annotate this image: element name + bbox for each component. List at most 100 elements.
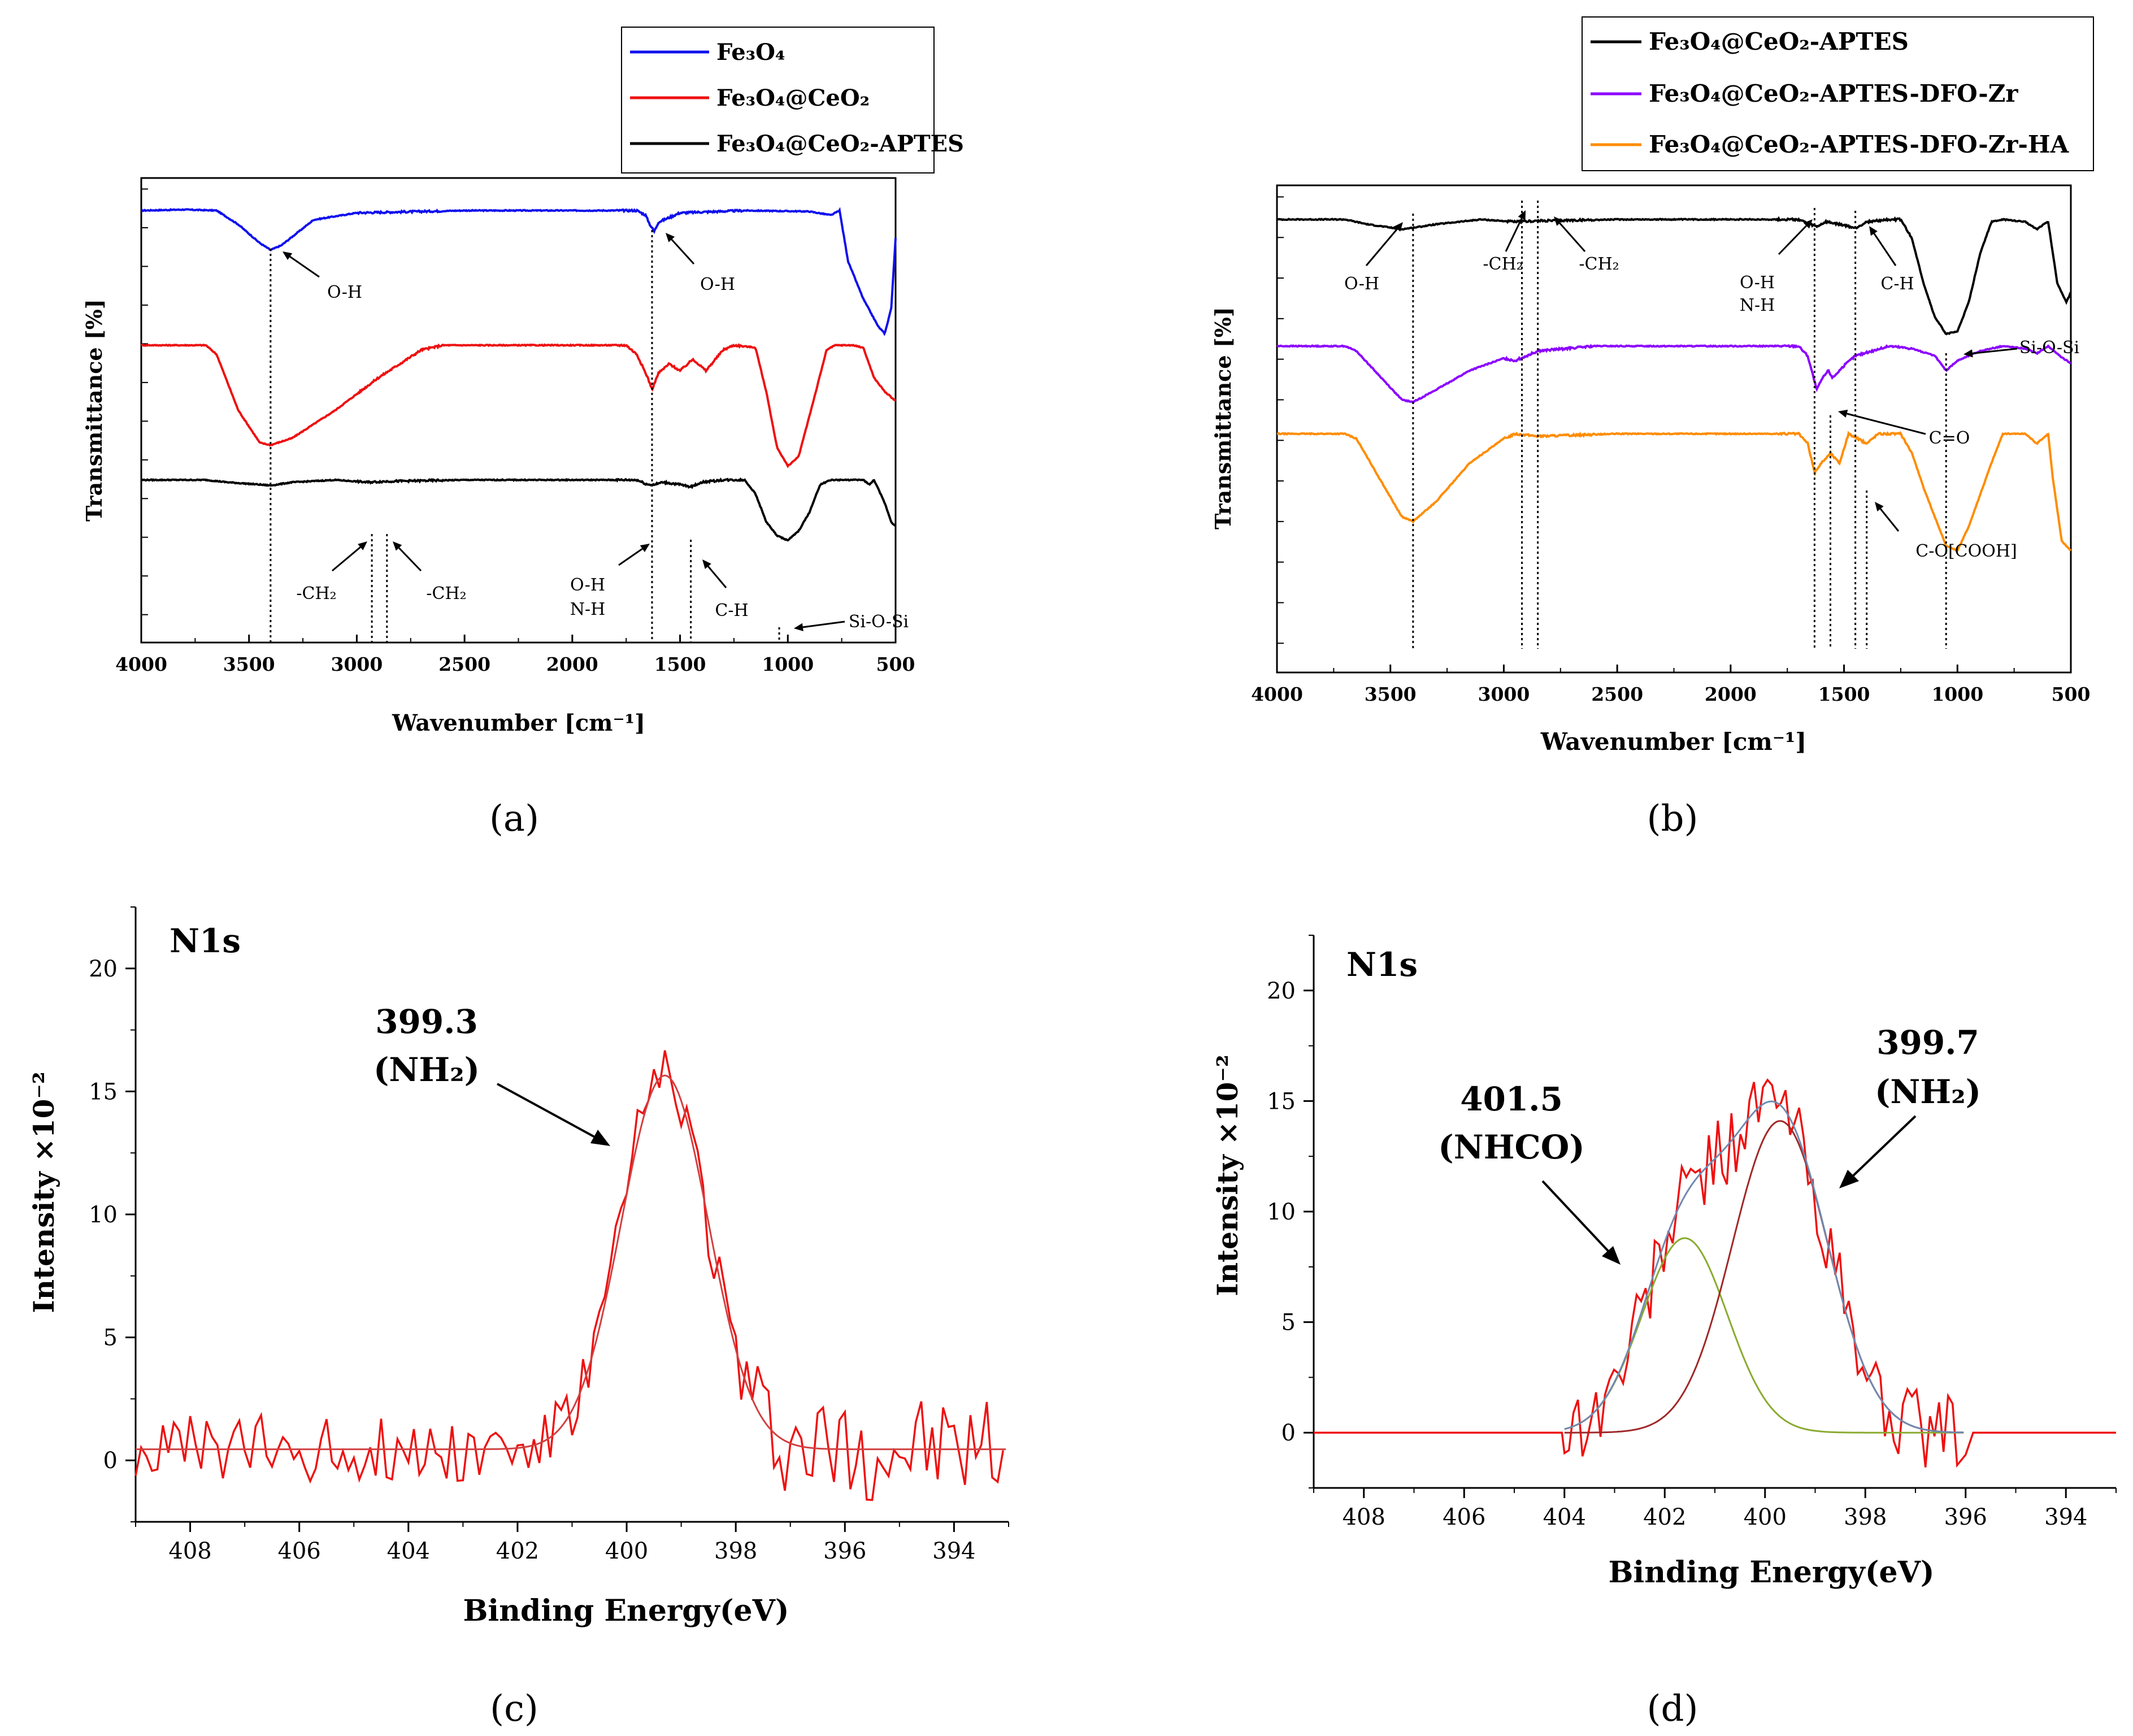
panel-b-xtick-label-2: 3000 — [1478, 683, 1530, 705]
panel-b-x-ticks: 4000 3500 3000 2500 2000 1500 1000 500 — [1251, 196, 2091, 705]
panel-a-xtick-label-2: 3000 — [331, 653, 383, 675]
panel-b-label: (b) — [1647, 798, 1698, 840]
panel-a-series — [140, 207, 897, 542]
panel-d-xtick-label-3: 402 — [1643, 1504, 1686, 1530]
panel-a-annot-oh-2: O-H — [700, 275, 735, 294]
panel-b-arrow-sio — [1963, 348, 2018, 358]
panel-a-y-axis-label: Transmittance [%] — [81, 299, 107, 522]
panel-b-series-2 — [1276, 431, 2072, 553]
panel-d-peak1-arrow — [1541, 1180, 1621, 1265]
panel-b-legend-box — [1582, 16, 2094, 171]
panel-b-xtick-label-3: 2500 — [1591, 683, 1643, 705]
panel-a-series-1 — [140, 343, 896, 468]
panel-a-xtick-label-6: 1000 — [762, 653, 814, 675]
panel-d-peak2-assignment: (NH₂) — [1875, 1073, 1981, 1111]
panel-b-legend: Fe₃O₄@CeO₂-APTES Fe₃O₄@CeO₂-APTES-DFO-Zr… — [1582, 16, 2094, 171]
panel-c-x-axis-label: Binding Energy(eV) — [463, 1594, 789, 1628]
panel-b-xtick-label-6: 1000 — [1931, 683, 1983, 705]
panel-c-xtick-label-1: 406 — [278, 1538, 321, 1564]
panel-d-ytick-label-3: 15 — [1267, 1088, 1296, 1114]
panel-b-arrow-ch2-1 — [1505, 210, 1526, 252]
panel-d-n1s-label: N1s — [1346, 945, 1418, 984]
panel-a-arrow-ch2-2 — [393, 541, 422, 572]
panel-b-arrow-ch — [1869, 226, 1897, 266]
panel-c-fit-curve — [136, 1074, 1006, 1451]
panel-a-ftir-chart: 4000 3500 3000 2500 2000 1500 1000 500 O-H O-H -C… — [81, 27, 964, 840]
panel-d-component-nh2 — [1564, 1120, 1964, 1434]
panel-d-xtick-label-5: 398 — [1844, 1504, 1887, 1530]
panel-c-peak-value: 399.3 — [375, 1002, 478, 1041]
panel-d-xtick-label-1: 406 — [1443, 1504, 1485, 1530]
panel-a-xtick-label-5: 1500 — [654, 653, 706, 675]
panel-c-xtick-label-3: 402 — [496, 1538, 539, 1564]
panel-c-ytick-label-0: 0 — [103, 1448, 118, 1474]
panel-d-ytick-label-4: 20 — [1267, 978, 1296, 1004]
panel-d-xtick-label-7: 394 — [2044, 1504, 2087, 1530]
panel-c-ytick-label-1: 5 — [103, 1325, 118, 1351]
panel-c-xtick-label-7: 394 — [932, 1538, 975, 1564]
panel-c-ytick-label-3: 15 — [89, 1079, 118, 1105]
panel-d-xtick-label-2: 404 — [1543, 1504, 1586, 1530]
panel-d-y-axis-label: Intensity ×10⁻² — [1211, 1054, 1244, 1296]
panel-a-legend: Fe₃O₄ Fe₃O₄@CeO₂ Fe₃O₄@CeO₂-APTES — [621, 27, 964, 173]
panel-a-arrow-ch — [702, 559, 727, 588]
panel-a-xtick-label-0: 4000 — [115, 653, 167, 675]
panel-a-label: (a) — [489, 798, 539, 840]
panel-a-xtick-label-3: 2500 — [438, 653, 490, 675]
panel-b-xtick-label-1: 3500 — [1365, 683, 1417, 705]
panel-c-peak-arrow — [497, 1083, 610, 1146]
panel-c-xtick-label-4: 400 — [605, 1538, 648, 1564]
panel-a-xtick-label-7: 500 — [876, 653, 915, 675]
panel-d-ytick-label-1: 5 — [1281, 1310, 1296, 1336]
panel-c-series — [134, 1050, 1006, 1501]
panel-a-arrow-oh-2 — [666, 233, 695, 265]
panel-c-peak-assignment: (NH₂) — [373, 1051, 480, 1089]
panel-a-arrow-sio — [794, 620, 845, 632]
panel-b-annot-ch2-1: -CH₂ — [1483, 254, 1523, 274]
panel-a-series-0 — [141, 207, 897, 336]
panel-b-series-1 — [1276, 344, 2071, 405]
panel-a-series-2 — [141, 477, 897, 542]
panel-b-annotations: O-H -CH₂ -CH₂ O-H N-H C-H Si-O-Si C=O C-O[COOH] — [1344, 201, 2079, 649]
panel-a-annot-oh-3: O-H — [570, 575, 605, 595]
panel-c-y-axis-label: Intensity ×10⁻² — [27, 1071, 60, 1313]
panel-a-annot-ch: C-H — [715, 601, 748, 620]
panel-b-annot-oh-2: O-H — [1740, 273, 1775, 293]
panel-d-xps-chart: 408 406 404 402 400 398 396 394 0 5 10 15 20 N1s 401… — [1211, 935, 2117, 1730]
panel-b-legend-label-dfo-zr: Fe₃O₄@CeO₂-APTES-DFO-Zr — [1649, 80, 2018, 107]
panel-b-arrow-co — [1838, 410, 1926, 435]
panel-b-xtick-label-0: 4000 — [1251, 683, 1303, 705]
panel-b-xtick-label-4: 2000 — [1705, 683, 1757, 705]
panel-d-x-axis-label: Binding Energy(eV) — [1608, 1555, 1934, 1590]
panel-b-annot-co: C=O — [1929, 428, 1970, 448]
panel-d-ticks: 408 406 404 402 400 398 396 394 0 5 10 15 20 — [1267, 935, 2117, 1530]
panel-b-annot-oh: O-H — [1344, 274, 1379, 294]
panel-b-annot-nh: N-H — [1740, 296, 1775, 315]
panel-c-ytick-label-4: 20 — [89, 956, 118, 982]
panel-a-arrow-ch2-1 — [332, 541, 367, 572]
panel-a-plot-frame — [140, 177, 897, 644]
panel-c-n1s-label: N1s — [170, 922, 241, 960]
panel-d-xtick-label-6: 396 — [1944, 1504, 1987, 1530]
panel-a-legend-label-fe3o4-ceo2: Fe₃O₄@CeO₂ — [716, 85, 870, 111]
panel-b-series-0 — [1276, 216, 2072, 336]
panel-a-annot-ch2-2: -CH₂ — [426, 584, 466, 604]
panel-a-legend-label-fe3o4: Fe₃O₄ — [716, 39, 785, 66]
panel-b-arrow-oh — [1365, 222, 1403, 266]
panel-d-raw-spectrum — [1314, 1078, 2116, 1468]
panel-b-annot-cooh: C-O[COOH] — [1915, 541, 2017, 561]
panel-b-x-axis-label: Wavenumber [cm⁻¹] — [1540, 728, 1807, 756]
panel-c-raw-spectrum — [134, 1050, 1005, 1501]
panel-c-ytick-label-2: 10 — [89, 1202, 118, 1228]
panel-d-ytick-label-2: 10 — [1267, 1199, 1296, 1225]
panel-b-xtick-label-7: 500 — [2052, 683, 2091, 705]
panel-b-arrow-ch2-2 — [1554, 216, 1586, 252]
panel-a-legend-label-aptes: Fe₃O₄@CeO₂-APTES — [716, 131, 964, 157]
panel-d-peak2-arrow — [1839, 1115, 1917, 1188]
panel-b-xtick-label-5: 1500 — [1818, 683, 1870, 705]
panel-c-xps-chart: 408 406 404 402 400 398 396 394 0 5 10 15 20 N1s 399… — [27, 906, 1009, 1730]
panel-c-xtick-label-6: 396 — [823, 1538, 866, 1564]
panel-b-ftir-chart: 4000 3500 3000 2500 2000 1500 1000 500 O-H -CH₂ -… — [1210, 16, 2094, 840]
panel-b-y-axis-label: Transmittance [%] — [1210, 307, 1236, 530]
panel-b-arrow-oh-nh — [1778, 219, 1813, 255]
